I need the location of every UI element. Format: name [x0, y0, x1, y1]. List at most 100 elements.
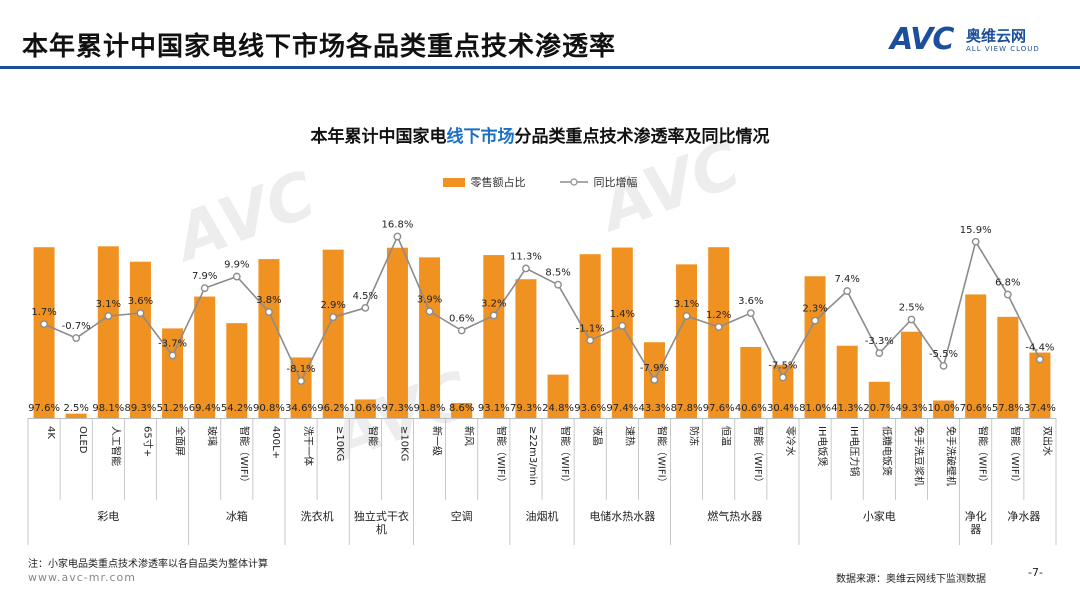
- growth-point: [489, 311, 498, 320]
- bar: [611, 247, 633, 418]
- bar: [129, 261, 151, 418]
- category-label: 智能（WIFI）: [238, 426, 251, 488]
- growth-value-label: 3.1%: [674, 299, 699, 310]
- category-label: IH电压力锅: [848, 426, 861, 476]
- growth-value-label: -5.5%: [929, 349, 958, 360]
- category-label: 玻璃: [206, 426, 219, 446]
- category-label: 新一级: [431, 426, 444, 456]
- growth-value-label: 3.9%: [417, 294, 442, 305]
- bar: [97, 246, 119, 418]
- category-label: 65寸+: [141, 426, 154, 457]
- category-label: 智能（WIFI）: [752, 426, 765, 488]
- group-label: 冰箱: [226, 509, 248, 523]
- website-link[interactable]: www.avc-mr.com: [28, 571, 136, 584]
- growth-point: [200, 284, 209, 293]
- growth-point: [297, 377, 305, 385]
- bar-value-label: 49.3%: [896, 403, 928, 414]
- category-label: ≥10KG: [398, 426, 409, 461]
- growth-point: [393, 232, 402, 241]
- growth-value-label: 3.2%: [481, 298, 506, 309]
- bar-value-label: 37.4%: [1024, 403, 1056, 414]
- bar: [900, 331, 922, 418]
- category-label: 智能（WIFI）: [655, 426, 668, 488]
- growth-point: [425, 307, 434, 316]
- bar-value-label: 43.3%: [639, 403, 671, 414]
- growth-value-label: 7.9%: [192, 271, 217, 282]
- bar-value-label: 79.3%: [510, 403, 542, 414]
- bar: [386, 247, 408, 418]
- bar-value-label: 91.8%: [414, 403, 446, 414]
- bar: [740, 346, 762, 418]
- category-label: 智能: [366, 426, 379, 446]
- bar: [933, 400, 955, 418]
- category-label: 液晶: [591, 426, 604, 446]
- bar: [579, 254, 601, 418]
- growth-point: [811, 316, 819, 325]
- bar: [868, 381, 890, 418]
- growth-point: [746, 309, 755, 318]
- growth-value-label: 3.6%: [738, 296, 763, 307]
- growth-value-label: 4.5%: [353, 291, 378, 302]
- bar: [997, 316, 1019, 418]
- bar: [1029, 352, 1051, 418]
- category-label: ≥22m3/min: [527, 426, 538, 485]
- bar-value-label: 98.1%: [92, 403, 124, 414]
- bar-value-label: 34.6%: [285, 403, 317, 414]
- category-label: 智能（WIFI）: [495, 426, 508, 488]
- growth-value-label: -3.7%: [158, 338, 187, 349]
- bar-value-label: 93.1%: [478, 403, 510, 414]
- growth-value-label: 6.8%: [995, 278, 1020, 289]
- growth-value-label: 16.8%: [382, 220, 414, 231]
- category-label: 新风: [463, 426, 476, 446]
- bar: [804, 276, 826, 418]
- category-label: 低糖电饭煲: [880, 426, 893, 476]
- growth-point: [40, 320, 48, 329]
- group-label: 空调: [451, 509, 473, 523]
- bar: [708, 247, 730, 418]
- growth-value-label: 1.4%: [610, 309, 635, 320]
- growth-value-label: 2.9%: [320, 300, 345, 311]
- category-label: 恒温: [720, 426, 733, 446]
- page-title: 本年累计中国家电线下市场各品类重点技术渗透率: [22, 32, 617, 62]
- bar: [676, 264, 698, 418]
- group-label: 净水器: [1007, 509, 1040, 523]
- footnote: 注：小家电品类重点技术渗透率以各自品类为整体计算: [28, 559, 268, 570]
- growth-point: [586, 336, 595, 345]
- group-label: 燃气热水器: [707, 509, 762, 523]
- bar-value-label: 30.4%: [767, 403, 799, 414]
- growth-value-label: 3.8%: [256, 295, 281, 306]
- legend-item-line: 同比增幅: [559, 174, 638, 190]
- growth-value-label: 1.2%: [706, 310, 731, 321]
- category-label: 洗干一体: [302, 426, 314, 466]
- bar: [965, 294, 987, 418]
- growth-point: [843, 287, 852, 295]
- growth-value-label: -4.4%: [1025, 343, 1054, 354]
- growth-point: [875, 349, 884, 358]
- growth-value-label: -8.1%: [287, 364, 316, 375]
- growth-point: [265, 308, 273, 316]
- legend-item-bar: 零售额占比: [442, 174, 526, 190]
- growth-value-label: 8.5%: [545, 268, 570, 279]
- legend-bar-swatch: [442, 177, 465, 187]
- growth-value-label: 11.3%: [510, 251, 542, 262]
- growth-value-label: 9.9%: [224, 260, 249, 271]
- growth-point: [779, 373, 787, 382]
- bar: [354, 399, 376, 418]
- bar: [258, 259, 280, 418]
- bar-value-label: 10.6%: [349, 403, 381, 414]
- growth-value-label: -1.1%: [576, 323, 605, 334]
- bar: [547, 374, 569, 418]
- growth-point: [907, 315, 916, 324]
- bar-value-label: 24.8%: [542, 403, 574, 414]
- category-label: 4K: [45, 426, 56, 439]
- growth-value-label: -7.5%: [768, 361, 797, 372]
- growth-point: [554, 280, 562, 289]
- growth-point: [361, 303, 370, 312]
- bar: [290, 357, 312, 418]
- growth-point: [72, 334, 81, 342]
- category-label: 免手洗豆浆机: [912, 426, 925, 486]
- bar-value-label: 70.6%: [960, 403, 992, 414]
- chart-title: 本年累计中国家电线下市场分品类重点技术渗透率及同比情况: [0, 122, 1080, 147]
- category-label: 速热: [623, 426, 636, 446]
- category-label: 智能（WIFI）: [1009, 426, 1022, 488]
